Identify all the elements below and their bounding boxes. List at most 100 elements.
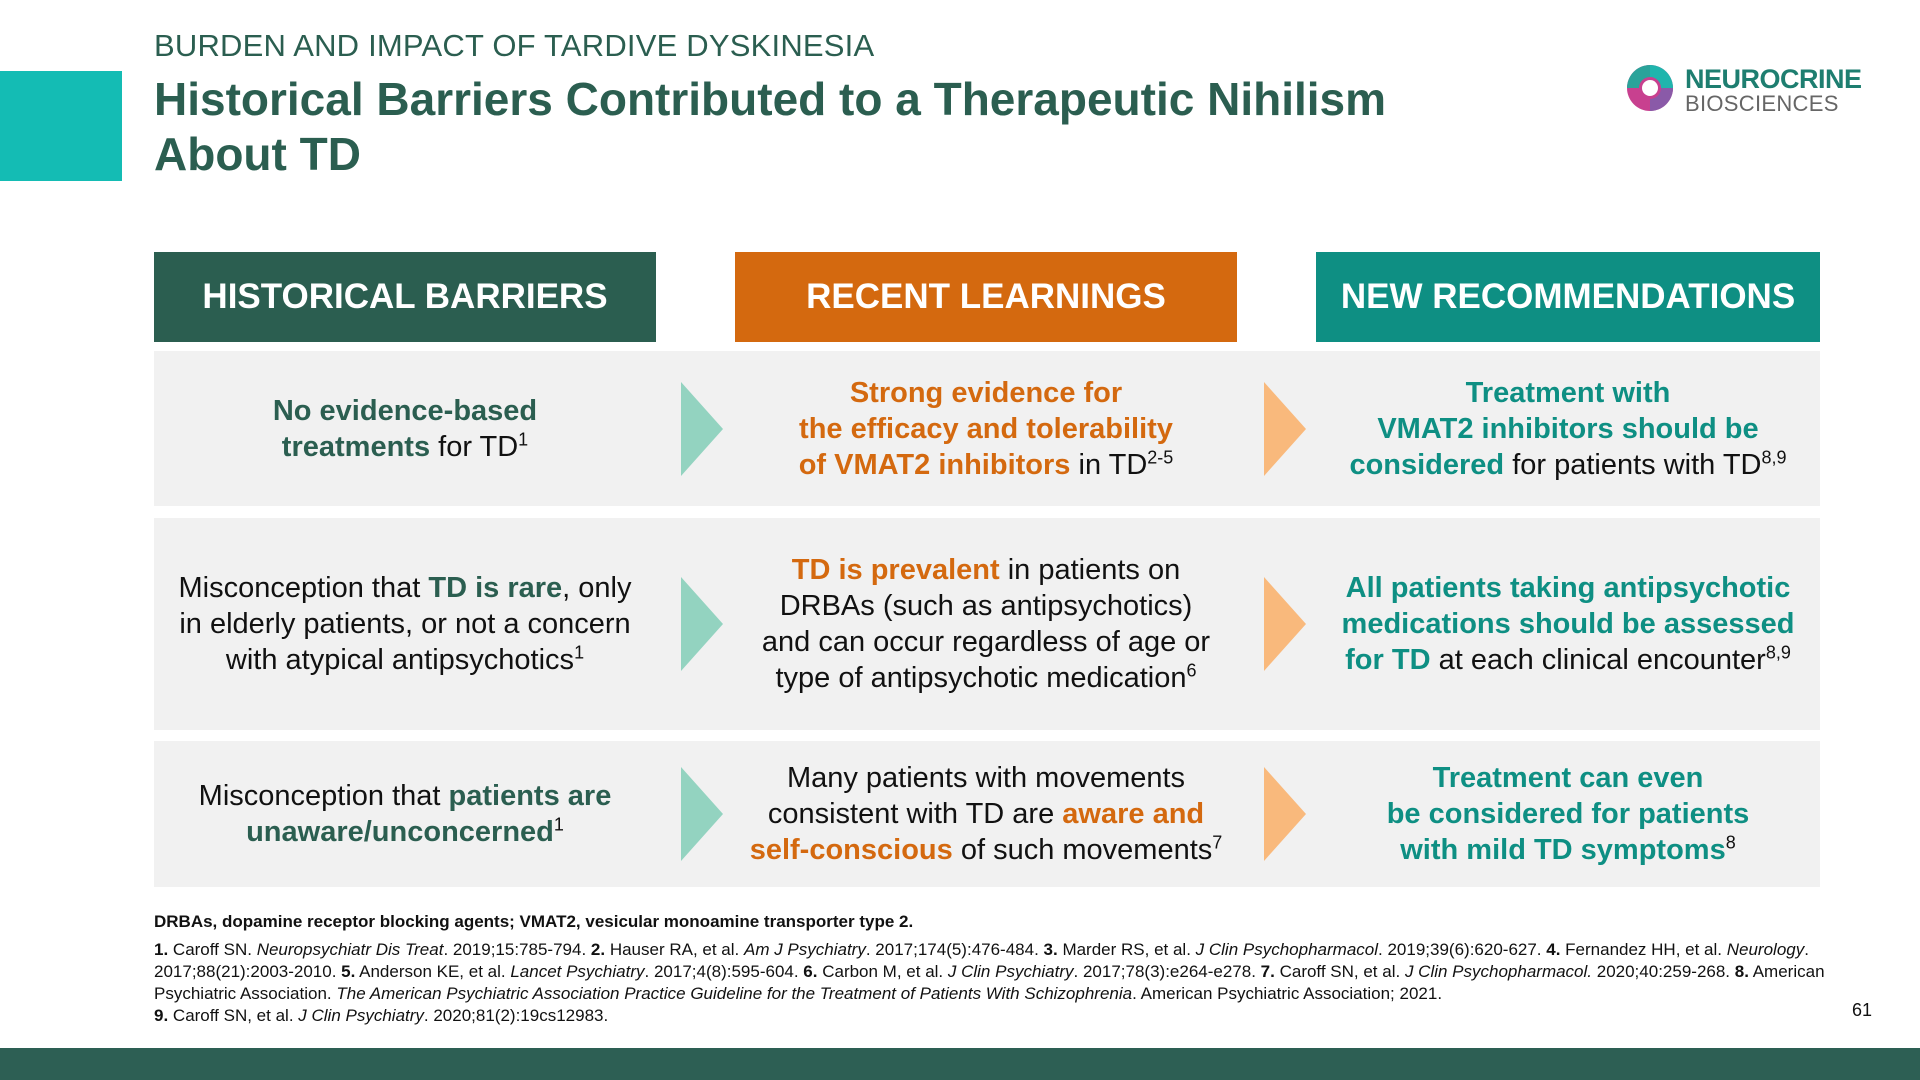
- reference-text: J Clin Psychopharmacol.: [1404, 962, 1593, 981]
- logo-swirl-icon: [1627, 65, 1673, 111]
- cell-line: Treatment with: [1466, 375, 1671, 411]
- text: for patients with TD: [1504, 448, 1762, 481]
- cell-recent-learning: Many patients with movements consistent w…: [735, 741, 1237, 887]
- cell-line: self-conscious of such movements7: [750, 832, 1223, 868]
- references: 1. Caroff SN. Neuropsychiatr Dis Treat. …: [154, 939, 1834, 1027]
- cell-historical-barrier: Misconception that TD is rare, only in el…: [154, 518, 656, 730]
- highlight-text: medications should be assessed: [1341, 608, 1795, 640]
- cell-line: with atypical antipsychotics1: [226, 642, 584, 678]
- text: in TD: [1070, 448, 1148, 481]
- slide-title: Historical Barriers Contributed to a The…: [154, 73, 1387, 180]
- highlight-text: patients are: [448, 780, 612, 812]
- highlight-text: with mild TD symptoms: [1400, 834, 1726, 866]
- cell-line: in elderly patients, or not a concern: [179, 606, 630, 642]
- highlight-text: No evidence-based: [272, 394, 538, 427]
- text: type of antipsychotic medication: [775, 662, 1187, 694]
- cell-new-recommendation: All patients taking antipsychotic medicat…: [1316, 518, 1820, 730]
- abbreviations-footnote: DRBAs, dopamine receptor blocking agents…: [154, 912, 914, 931]
- citation-superscript: 8,9: [1765, 642, 1791, 663]
- text: and can occur regardless of age or: [761, 626, 1211, 658]
- reference-text: . 2019;15:785-794.: [443, 940, 591, 959]
- reference-text: . 2017;4(8):595-604.: [644, 962, 804, 981]
- highlight-text: VMAT2 inhibitors should be: [1377, 412, 1759, 445]
- reference-text: Caroff SN, et al.: [168, 1006, 299, 1025]
- reference-text: . 2017;78(3):e264-e278.: [1073, 962, 1261, 981]
- cell-line: with mild TD symptoms8: [1400, 832, 1736, 868]
- column-header-label: RECENT LEARNINGS: [806, 277, 1166, 316]
- reference-number: 2.: [590, 940, 606, 959]
- highlight-text: for TD: [1345, 644, 1431, 676]
- highlight-text: Treatment with: [1465, 376, 1671, 409]
- footer-bar: [0, 1048, 1920, 1080]
- cell-line: TD is prevalent in patients on: [792, 552, 1180, 588]
- text: at each clinical encounter: [1430, 644, 1766, 676]
- citation-superscript: 8,9: [1761, 446, 1787, 467]
- neurocrine-logo: NEUROCRINE BIOSCIENCES: [1625, 62, 1895, 118]
- reference-number: 9.: [154, 1006, 169, 1025]
- cell-line: No evidence-based: [273, 393, 537, 429]
- text: consistent with TD are: [767, 798, 1063, 830]
- cell-line: consistent with TD are aware and: [768, 796, 1204, 832]
- reference-text: J Clin Psychiatry: [298, 1006, 424, 1025]
- reference-text: Hauser RA, et al.: [605, 940, 744, 959]
- page-number: 61: [1852, 1000, 1873, 1020]
- table-row: No evidence-based treatments for TD1 Stron…: [154, 351, 1820, 506]
- reference-text: J Clin Psychopharmacol: [1195, 940, 1379, 959]
- cell-line: Misconception that patients are: [199, 778, 612, 814]
- reference-number: 8.: [1734, 962, 1749, 981]
- reference-text: Am J Psychiatry: [743, 940, 866, 959]
- reference-text: Lancet Psychiatry: [510, 962, 645, 981]
- reference-text: Anderson KE, et al.: [355, 962, 511, 981]
- citation-superscript: 1: [553, 814, 564, 835]
- highlight-text: aware and: [1062, 798, 1205, 830]
- cell-line: Strong evidence for: [850, 375, 1122, 411]
- chevron-right-icon: [681, 767, 723, 861]
- cell-line: of VMAT2 inhibitors in TD2-5: [799, 447, 1174, 483]
- chevron-right-icon: [681, 381, 723, 476]
- chevron-right-icon: [1264, 577, 1306, 671]
- chevron-right-icon: [1264, 381, 1306, 476]
- reference-number: 4.: [1546, 940, 1561, 959]
- reference-text: . 2020;81(2):19cs12983.: [423, 1006, 609, 1025]
- highlight-text: the efficacy and tolerability: [799, 412, 1173, 445]
- highlight-text: be considered for patients: [1386, 798, 1750, 830]
- highlight-text: treatments: [281, 430, 431, 463]
- text: with atypical antipsychotics: [225, 644, 575, 676]
- cell-line: and can occur regardless of age or: [762, 624, 1210, 660]
- column-header-historical-barriers: HISTORICAL BARRIERS: [154, 252, 656, 342]
- reference-number: 6.: [803, 962, 818, 981]
- reference-text: The American Psychiatric Association Pra…: [336, 984, 1133, 1003]
- citation-superscript: 7: [1212, 832, 1223, 853]
- cell-line: Misconception that TD is rare, only: [179, 570, 632, 606]
- reference-number: 7.: [1260, 962, 1275, 981]
- highlight-text: TD is prevalent: [791, 554, 1000, 586]
- reference-text: . American Psychiatric Association; 2021…: [1132, 984, 1443, 1003]
- reference-text: Neuropsychiatr Dis Treat: [256, 940, 444, 959]
- text: in patients on: [999, 554, 1181, 586]
- column-header-label: HISTORICAL BARRIERS: [202, 277, 608, 316]
- logo-name: NEUROCRINE: [1685, 64, 1862, 94]
- cell-recent-learning: Strong evidence for the efficacy and tole…: [735, 351, 1237, 506]
- highlight-text: self-conscious: [749, 834, 953, 866]
- text: Many patients with movements: [786, 762, 1186, 794]
- reference-text: Carbon M, et al.: [817, 962, 948, 981]
- cell-recent-learning: TD is prevalent in patients on DRBAs (suc…: [735, 518, 1237, 730]
- highlight-text: unaware/unconcerned: [246, 816, 554, 848]
- text: Misconception that: [198, 780, 449, 812]
- text: Misconception that: [178, 572, 429, 604]
- citation-superscript: 6: [1186, 660, 1197, 681]
- text: of such movements: [952, 834, 1213, 866]
- highlight-text: All patients taking antipsychotic: [1345, 572, 1791, 604]
- reference-text: . 2017;174(5):476-484.: [865, 940, 1044, 959]
- cell-line: VMAT2 inhibitors should be: [1377, 411, 1758, 447]
- cell-line: be considered for patients: [1387, 796, 1750, 832]
- reference-number: 5.: [341, 962, 356, 981]
- citation-superscript: 8: [1725, 832, 1736, 853]
- highlight-text: of VMAT2 inhibitors: [798, 448, 1071, 481]
- reference-text: Marder RS, et al.: [1057, 940, 1196, 959]
- highlight-text: considered: [1349, 448, 1505, 481]
- cell-line: considered for patients with TD8,9: [1349, 447, 1786, 483]
- accent-block: [0, 71, 122, 181]
- reference-number: 3.: [1043, 940, 1058, 959]
- cell-line: the efficacy and tolerability: [799, 411, 1173, 447]
